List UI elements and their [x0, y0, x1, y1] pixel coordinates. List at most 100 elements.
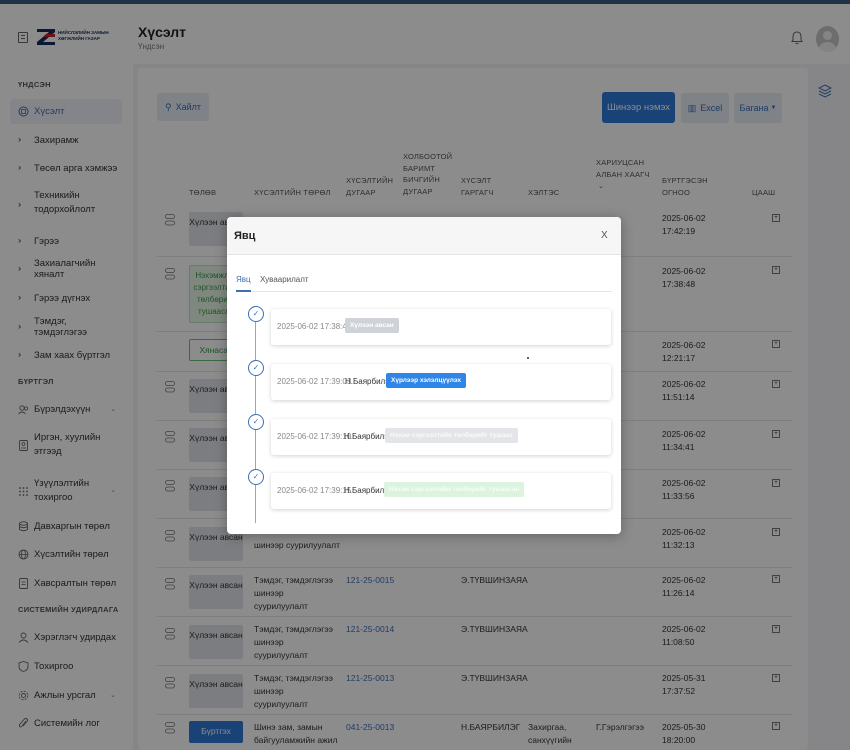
sidebar-item-citizen[interactable]: Иргэн, хуулийн этгээд — [10, 428, 122, 462]
expand-icon[interactable]: + — [772, 380, 780, 388]
sidebar-item-spec[interactable]: ›› Техникийн тодорхойлолт — [10, 186, 122, 220]
sidebar-section-registry: БҮРТГЭЛ — [18, 377, 54, 386]
sidebar-item-road-closure[interactable]: ›› Зам хаах бүртгэл — [10, 343, 122, 367]
globe-icon — [18, 549, 29, 559]
expand-icon[interactable]: + — [772, 528, 780, 536]
sidebar-item-system-log[interactable]: Системийн лог — [10, 711, 122, 735]
header-content[interactable]: ХЭЛТЭС — [528, 188, 560, 197]
request-no-link[interactable]: 121-25-0015 — [346, 575, 395, 585]
sidebar-item-signs[interactable]: ›› Тэмдэг, тэмдэглэгээ — [10, 315, 122, 339]
toggle-icon[interactable] — [165, 214, 175, 226]
sidebar-item-contract-eval[interactable]: ›› Гэрээ дүгнэх — [10, 286, 122, 310]
menu-toggle-icon[interactable] — [18, 32, 28, 43]
breadcrumb[interactable]: Үндсэн — [138, 42, 165, 51]
dot — [527, 357, 529, 359]
filter-icon: ⚲ — [164, 101, 172, 112]
assigned-officer: Г.Гэрэлгэгээ — [596, 722, 644, 732]
header-reg-date[interactable]: БҮРТГЭСЭН ОГНОО — [662, 176, 708, 197]
request-type: Тэмдэг, тэмдэглэгээ шинээр суурилуулалт — [254, 575, 334, 611]
shield-icon — [18, 660, 29, 672]
timeline-user: Н.Баярбилэг — [344, 432, 392, 441]
chevron-down-icon: ⌄ — [110, 634, 116, 641]
search-button[interactable]: ⚲ Хайлт — [157, 93, 209, 121]
reg-date: 2025-06-02 — [662, 624, 706, 634]
toggle-icon[interactable] — [165, 431, 175, 443]
columns-button[interactable]: Багана ▼ — [734, 93, 782, 123]
reg-time: 18:20:00 — [662, 735, 696, 745]
reg-time: 12:21:17 — [662, 353, 696, 363]
sidebar-item-label: Хавсралтын төрөл — [34, 577, 117, 589]
sidebar-item-label: Зам хаах бүртгэл — [34, 349, 111, 361]
bell-icon[interactable] — [791, 31, 803, 45]
sidebar-item-contract[interactable]: ›› Гэрээ — [10, 229, 122, 253]
tab-progress[interactable]: Явц — [236, 275, 251, 292]
avatar[interactable] — [816, 26, 839, 52]
timeline-status-badge: Нэхэм сэргээлтийн төлбөрийг тушаасан — [384, 482, 525, 497]
request-no-link[interactable]: 041-25-0013 — [346, 722, 395, 732]
check-icon: ✓ — [248, 306, 264, 322]
reg-time: 11:26:14 — [662, 588, 695, 598]
header-org[interactable]: ХАРИУЦСАН АЛБАН ХААГЧ — [596, 158, 650, 179]
timeline-time: 2025-06-02 17:39:10 — [277, 432, 352, 441]
excel-icon: ▥ — [687, 102, 697, 113]
expand-icon[interactable]: + — [772, 674, 780, 682]
table-row[interactable] — [157, 666, 792, 715]
top-stripe — [0, 0, 850, 4]
reg-date: 2025-06-02 — [662, 213, 706, 223]
sidebar-item-indicator-settings[interactable]: Үзүүлэлтийн тохиргоо ⌄ — [10, 474, 122, 508]
header-type[interactable]: ХҮСЭЛТИЙН ТӨРӨЛ — [254, 188, 331, 197]
table-row[interactable] — [157, 568, 792, 617]
expand-icon[interactable]: + — [772, 266, 780, 274]
header-status[interactable]: ТӨЛӨВ — [189, 188, 217, 197]
close-icon[interactable]: X — [601, 230, 608, 241]
toggle-icon[interactable] — [165, 578, 175, 590]
sidebar-item-attachment-type[interactable]: Хавсралтын төрөл — [10, 571, 122, 595]
expand-icon[interactable]: + — [772, 479, 780, 487]
sidebar-item-layer-type[interactable]: Давхаргын төрөл — [10, 514, 122, 538]
sidebar-item-label: Гэрээ — [34, 235, 59, 247]
header-doc-no[interactable]: ХОЛБООТОЙ БАРИМТ БИЧГИЙН ДУГААР — [403, 152, 453, 196]
sidebar-item-label: Захиалагчийн хяналт — [34, 258, 96, 280]
table-row[interactable] — [157, 519, 792, 568]
expand-icon[interactable]: + — [772, 722, 780, 730]
timeline-time: 2025-06-02 17:39:15 — [277, 486, 352, 495]
toggle-icon[interactable] — [165, 677, 175, 689]
add-new-button[interactable]: Шинээр нэмэх — [602, 92, 675, 123]
tab-assignment[interactable]: Хуваарилалт — [260, 275, 309, 284]
expand-icon[interactable]: + — [772, 430, 780, 438]
sidebar-item-decree[interactable]: ›› Захирамж — [10, 128, 122, 152]
sidebar-item-users[interactable]: Хэрэглэгч удирдах ⌄ — [10, 625, 122, 649]
sidebar-item-project[interactable]: ›› Төсөл арга хэмжээ — [10, 156, 122, 180]
search-button-label: Хайлт — [175, 102, 201, 112]
expand-icon[interactable]: + — [772, 214, 780, 222]
layers-icon[interactable] — [818, 84, 832, 98]
toggle-icon[interactable] — [165, 628, 175, 640]
sidebar-item-label: Техникийн тодорхойлолт — [34, 190, 96, 215]
header-request-no[interactable]: ХҮСЭЛТИЙН ДУГААР — [346, 176, 394, 197]
sidebar-item-client-control[interactable]: ›› Захиалагчийн хяналт — [10, 257, 122, 281]
logo[interactable]: НИЙСЛЭЛИЙН ЗАМЫН ХӨГЖЛИЙН ГАЗАР — [37, 29, 109, 45]
toggle-icon[interactable] — [165, 381, 175, 393]
header-creator[interactable]: ХҮСЭЛТ ГАРГАГЧ — [461, 176, 494, 197]
sidebar-item-workflow[interactable]: Ажлын урсгал ⌄ — [10, 683, 122, 707]
toggle-icon[interactable] — [165, 268, 175, 280]
excel-button[interactable]: ▥ Excel — [681, 93, 729, 123]
expand-icon[interactable]: + — [772, 575, 780, 583]
sidebar-item-request[interactable]: Хүсэлт — [10, 99, 122, 124]
request-no-link[interactable]: 121-25-0013 — [346, 673, 395, 683]
expand-icon[interactable]: + — [772, 625, 780, 633]
creator: Э.ТҮВШИНЗАЯА — [461, 673, 528, 683]
sidebar-item-settings[interactable]: Тохиргоо — [10, 654, 122, 678]
sidebar-item-request-type[interactable]: Хүсэлтийн төрөл — [10, 542, 122, 566]
expand-icon[interactable]: + — [772, 340, 780, 348]
toggle-icon[interactable] — [165, 530, 175, 542]
request-no-link[interactable]: 121-25-0014 — [346, 624, 395, 634]
toggle-icon[interactable] — [165, 480, 175, 492]
sidebar-item-label: Хэрэглэгч удирдах — [34, 631, 116, 643]
table-row[interactable] — [157, 617, 792, 666]
sidebar-item-label: Системийн лог — [34, 717, 100, 729]
chevron-down-icon[interactable]: ⌄ — [598, 183, 605, 190]
sidebar-item-label: Төсөл арга хэмжээ — [34, 162, 118, 174]
toggle-icon[interactable] — [165, 722, 175, 734]
sidebar-item-members[interactable]: Бүрэлдэхүүн ⌄ — [10, 397, 122, 421]
